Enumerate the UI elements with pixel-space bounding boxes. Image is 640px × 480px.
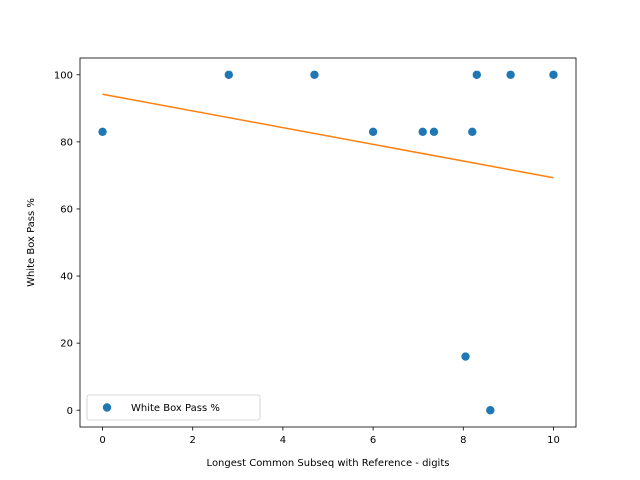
y-axis-ticks: 0 20 40 60 80 100 [54,70,80,417]
y-tick-label: 20 [60,339,73,350]
trend-line [102,93,554,179]
x-tick-label: 4 [280,435,286,446]
x-tick-label: 10 [547,435,560,446]
y-tick-label: 60 [60,205,73,216]
scatter-point [418,127,427,136]
scatter-point [98,127,107,136]
x-axis-label: Longest Common Subseq with Reference - d… [207,458,450,469]
y-tick-label: 40 [60,272,73,283]
scatter-point [310,70,319,79]
scatter-point [368,127,378,136]
scatter-point [461,352,470,361]
x-tick-label: 2 [190,435,196,446]
scatter-point [486,406,495,415]
scatter-point [549,70,558,79]
x-tick-label: 8 [460,435,466,446]
plot-frame [79,57,577,428]
scatter-point [506,70,515,79]
y-tick-label: 100 [54,70,73,81]
y-tick-label: 80 [60,137,73,148]
legend: White Box Pass % [86,394,261,421]
legend-label: White Box Pass % [131,403,220,414]
y-tick-label: 0 [67,406,73,417]
x-axis-ticks: 0 2 4 6 8 10 [99,427,560,446]
legend-marker [102,403,112,412]
x-tick-label: 6 [370,435,376,446]
scatter-point [468,127,477,136]
scatter-point [224,70,233,79]
legend-box [86,394,261,421]
scatter-point [472,70,481,79]
scatter-point [429,127,439,136]
y-axis-label: White Box Pass % [26,198,37,287]
plot-marks [98,70,558,415]
x-tick-label: 0 [99,435,105,446]
